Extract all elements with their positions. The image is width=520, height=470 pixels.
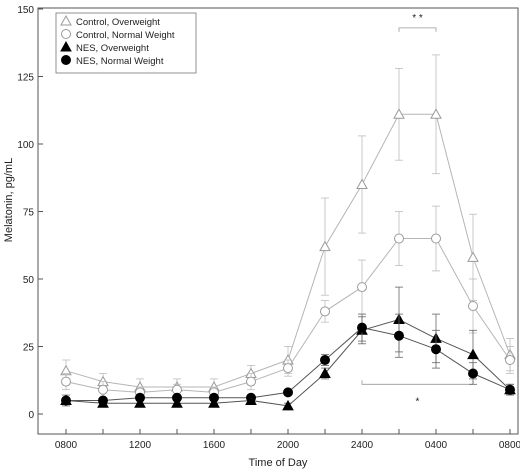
legend-label: Control, Normal Weight <box>76 30 175 41</box>
data-point <box>357 322 367 333</box>
data-point <box>283 363 293 374</box>
data-point <box>98 384 108 395</box>
y-tick-label: 125 <box>17 73 34 84</box>
legend-label: NES, Normal Weight <box>76 56 164 67</box>
data-point <box>282 399 294 411</box>
significance-marker: * <box>416 397 420 408</box>
x-tick-label: 1200 <box>129 440 152 451</box>
data-point <box>319 367 331 378</box>
data-point <box>61 376 71 387</box>
significance-marker: * * <box>412 13 423 24</box>
top-bracket <box>398 27 437 32</box>
data-point <box>430 108 442 119</box>
legend-marker <box>61 29 71 39</box>
data-point <box>61 395 71 406</box>
data-point <box>468 368 478 379</box>
legend-box <box>55 12 197 74</box>
y-tick-label: 25 <box>23 343 35 354</box>
data-point <box>283 387 293 398</box>
data-point <box>431 233 441 244</box>
y-axis: 0 25 50 75 100 125 150 <box>17 5 43 421</box>
data-point <box>505 384 515 395</box>
data-point <box>393 108 405 119</box>
y-tick-label: 50 <box>23 275 35 286</box>
data-point <box>320 355 330 365</box>
x-axis-title: Time of Day <box>249 457 308 469</box>
data-point <box>98 395 108 406</box>
data-point <box>135 392 145 403</box>
data-point <box>431 344 441 355</box>
legend-label: Control, Overweight <box>76 17 160 28</box>
data-point <box>356 178 368 189</box>
data-point <box>319 240 331 252</box>
x-tick-label: 0800 <box>499 440 520 451</box>
data-point <box>320 306 330 317</box>
x-tick-label: 2000 <box>277 440 300 451</box>
y-tick-label: 150 <box>17 5 34 16</box>
data-point <box>246 376 256 387</box>
series-4 <box>61 313 515 406</box>
data-point <box>467 251 479 262</box>
x-axis: 0800 1200 1600 2000 2400 0400 0800 <box>55 429 520 451</box>
data-point <box>172 392 182 403</box>
legend-marker <box>60 40 72 52</box>
data-point <box>467 348 479 360</box>
y-tick-label: 100 <box>17 140 34 151</box>
data-point <box>468 301 478 311</box>
legend-marker <box>60 14 72 26</box>
data-point <box>394 233 404 244</box>
y-tick-label: 75 <box>23 208 35 219</box>
x-tick-label: 0400 <box>425 440 448 451</box>
x-tick-label: 2400 <box>351 440 374 451</box>
legend-label: NES, Overweight <box>76 43 149 54</box>
y-axis-title: Melatonin, pg/mL <box>3 158 15 242</box>
data-point <box>505 355 515 365</box>
data-point <box>209 392 219 403</box>
data-point <box>246 392 256 403</box>
annotations: * * * <box>412 13 423 407</box>
x-tick-label: 1600 <box>203 440 226 451</box>
series-layer <box>60 54 516 411</box>
data-point <box>357 282 367 293</box>
y-tick-label: 0 <box>28 410 34 421</box>
legend: Control, Overweight Control, Normal Weigh… <box>55 12 197 74</box>
legend-marker <box>61 55 71 65</box>
x-tick-label: 0800 <box>55 440 78 451</box>
data-point <box>394 330 404 341</box>
